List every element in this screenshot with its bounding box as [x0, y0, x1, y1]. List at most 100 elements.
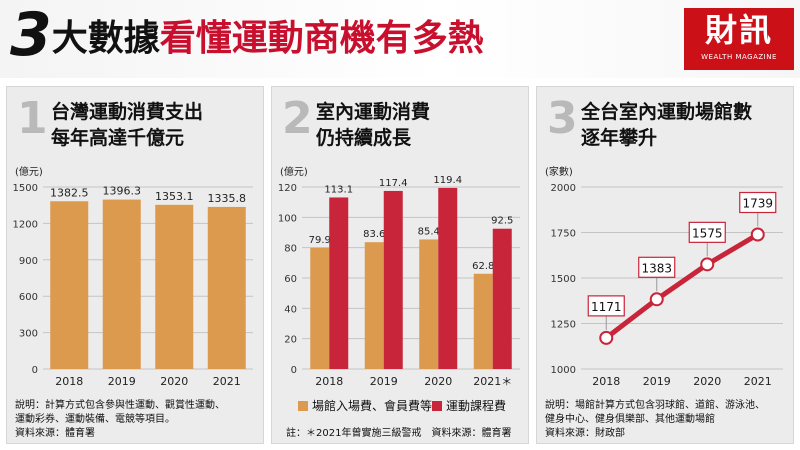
y-tick-label: 80 [284, 244, 297, 255]
panel-source: 資料來源：體育署 [15, 428, 95, 439]
data-label-box [587, 295, 625, 317]
panel-title-line1: 全台室內運動場館數 [581, 101, 753, 123]
bar-value-label: 79.9 [309, 235, 331, 246]
data-label: 1383 [641, 261, 672, 275]
panel-consumption: 1 台灣運動消費支出 每年高達千億元 (億元) 0 300 600 900 1200 150… [6, 86, 264, 444]
legend-item-course-fee: 運動課程費 [432, 397, 506, 414]
y-tick-label: 0 [32, 365, 38, 376]
y-axis-unit: (億元) [15, 165, 43, 178]
data-label: 1739 [742, 197, 773, 211]
x-tick-label: 2019 [370, 375, 398, 388]
y-tick-label: 2000 [551, 183, 576, 194]
bar-value-label: 119.4 [433, 175, 462, 186]
y-tick-label: 120 [278, 183, 297, 194]
panel-number: 1 [17, 93, 48, 144]
panel-indoor-spending: 2 室內運動消費 仍持續成長 (億元) 0 20 40 60 80 100 120 79.9 83… [271, 86, 529, 444]
data-point [599, 330, 614, 345]
bar-value-label: 1353.1 [155, 190, 194, 203]
y-tick-label: 1200 [13, 219, 38, 230]
y-tick-label: 100 [278, 213, 297, 224]
panel-venue-count: 3 全台室內運動場館數 逐年攀升 (家數) 1000 1250 1500 1750 200… [536, 86, 794, 444]
y-tick-label: 1500 [551, 274, 576, 285]
panel-note-line1: 說明：計算方式包含參與性運動、觀賞性運動、 [15, 400, 225, 411]
x-tick-label: 2018 [315, 375, 343, 388]
chart-venue-count: (家數) 1000 1250 1500 1750 2000 1171 1383 1575 1739… [545, 165, 783, 388]
logo-main-text: 財訊 [704, 11, 773, 49]
chart-indoor-spending: (億元) 0 20 40 60 80 100 120 79.9 83.6 85.4 62.8 113.1… [278, 165, 520, 388]
data-point [750, 227, 765, 242]
legend-label: 運動課程費 [446, 399, 507, 413]
series-line [604, 232, 760, 340]
panel-title-line2: 逐年攀升 [581, 127, 658, 149]
x-tick-label: 2019 [108, 375, 136, 388]
panel-number: 3 [547, 93, 578, 144]
bar [50, 201, 89, 369]
data-label-box [638, 256, 676, 278]
x-tick-label: 2020 [693, 375, 721, 388]
legend-item-venue-fee: 場館入場費、會員費等 [298, 397, 432, 414]
bar-venue-fee [473, 273, 493, 369]
x-tick-label: 2021 [744, 375, 772, 388]
bar-value-label: 1382.5 [50, 186, 89, 199]
title-part1: 大數據 [51, 18, 160, 59]
bar-venue-fee [364, 242, 384, 369]
data-label: 1575 [692, 226, 723, 240]
bar [155, 204, 194, 369]
bar [207, 206, 246, 369]
y-tick-label: 20 [284, 335, 297, 346]
bar-value-label: 85.4 [418, 226, 440, 237]
y-tick-label: 1500 [13, 183, 38, 194]
panel-title-line2: 每年高達千億元 [51, 127, 185, 149]
y-tick-label: 0 [291, 365, 297, 376]
bar-venue-fee [310, 247, 330, 369]
panel-source: 資料來源：財政部 [545, 428, 625, 439]
x-tick-label: 2021＊ [473, 375, 512, 388]
y-tick-label: 900 [19, 256, 38, 267]
x-tick-label: 2021 [213, 375, 241, 388]
y-tick-label: 1250 [551, 320, 576, 331]
x-tick-label: 2018 [55, 375, 83, 388]
panel-note: 註：＊2021年曾實施三級警戒 資料來源：體育署 [286, 428, 512, 439]
x-tick-label: 2019 [643, 375, 671, 388]
x-tick-label: 2018 [592, 375, 620, 388]
bar-value-label: 113.1 [324, 184, 353, 195]
logo-sub-text: WEALTH MAGAZINE [701, 53, 777, 61]
chart-consumption: (億元) 0 300 600 900 1200 1500 1382.5 1396.3 1353.1… [13, 165, 253, 388]
y-tick-label: 60 [284, 274, 297, 285]
y-tick-label: 40 [284, 304, 297, 315]
page-title: 3 大數據 看懂運動商機有多熱 [10, 5, 484, 65]
bar-value-label: 1396.3 [103, 185, 142, 198]
y-axis-unit: (億元) [280, 165, 308, 178]
bar-venue-fee [419, 239, 439, 369]
bar-value-label: 1335.8 [208, 192, 247, 205]
bar-course-fee [383, 190, 403, 369]
wealth-magazine-logo: 財訊 WEALTH MAGAZINE [684, 8, 794, 70]
bar-value-label: 117.4 [379, 178, 408, 189]
panel-title-line2: 仍持續成長 [316, 127, 412, 149]
legend-label: 場館入場費、會員費等 [312, 399, 433, 413]
title-number: 3 [10, 0, 52, 70]
bar-course-fee [492, 228, 512, 369]
legend-swatch-orange [298, 400, 308, 411]
bar-course-fee [329, 197, 349, 369]
header: 3 大數據 看懂運動商機有多熱 財訊 WEALTH MAGAZINE [0, 0, 800, 78]
bar-value-label: 62.8 [472, 261, 494, 272]
panel-title-line1: 室內運動消費 [316, 101, 431, 123]
data-point [700, 257, 715, 272]
bar-course-fee [438, 187, 458, 369]
panel-note-line1: 說明：場館計算方式包含羽球館、道館、游泳池、 [545, 400, 765, 411]
x-tick-label: 2020 [424, 375, 452, 388]
data-label-box [688, 221, 726, 243]
panel-title-line1: 台灣運動消費支出 [51, 101, 204, 123]
data-point [649, 292, 664, 307]
y-tick-label: 1000 [551, 365, 576, 376]
panel-number: 2 [282, 93, 313, 144]
legend-swatch-red [432, 400, 442, 411]
y-tick-label: 1750 [551, 229, 576, 240]
x-tick-label: 2020 [160, 375, 188, 388]
bar-value-label: 83.6 [363, 229, 385, 240]
y-tick-label: 600 [19, 292, 38, 303]
data-label: 1171 [591, 300, 622, 314]
title-part2: 看懂運動商機有多熱 [159, 18, 484, 59]
panel-note-line2: 健身中心、健身俱樂部、其他運動場館 [545, 414, 715, 425]
